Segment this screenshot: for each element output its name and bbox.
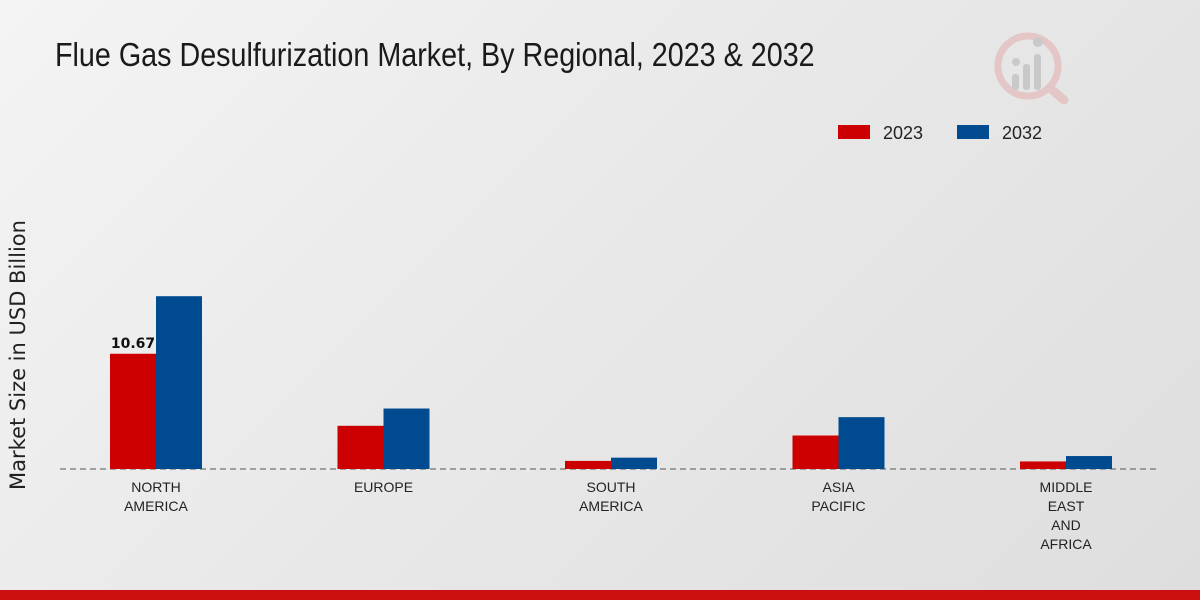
bar-2032-south-america — [611, 457, 657, 469]
bar-2032-middle-east-and-africa — [1066, 456, 1112, 469]
bar-2032-north-america — [156, 296, 202, 469]
bar-2032-asia-pacific — [838, 417, 885, 469]
x-tick-label-0: NORTH AMERICA — [124, 479, 188, 514]
bar-2023-middle-east-and-africa — [1020, 461, 1066, 469]
legend-swatch-2032 — [957, 125, 989, 139]
x-tick-label-3: ASIA PACIFIC — [811, 479, 865, 514]
bar-2023-asia-pacific — [792, 435, 839, 469]
data-label-0: 10.67 — [111, 336, 155, 352]
x-tick-label-4: MIDDLE EAST AND AFRICA — [1040, 479, 1093, 552]
chart-title: Flue Gas Desulfurization Market, By Regi… — [55, 36, 815, 73]
bar-2023-north-america — [110, 353, 156, 469]
brand-logo-icon — [992, 30, 1072, 114]
x-tick-label-1: EUROPE — [354, 479, 413, 495]
x-tick-label-2: SOUTH AMERICA — [579, 479, 643, 514]
legend-swatch-2023 — [838, 125, 870, 139]
legend-label-2032: 2032 — [1002, 123, 1042, 143]
bar-2032-europe — [383, 408, 430, 469]
bar-2023-europe — [337, 425, 384, 469]
footer-accent-bar — [0, 590, 1200, 600]
bar-2023-south-america — [565, 460, 611, 469]
legend-label-2023: 2023 — [883, 123, 923, 143]
